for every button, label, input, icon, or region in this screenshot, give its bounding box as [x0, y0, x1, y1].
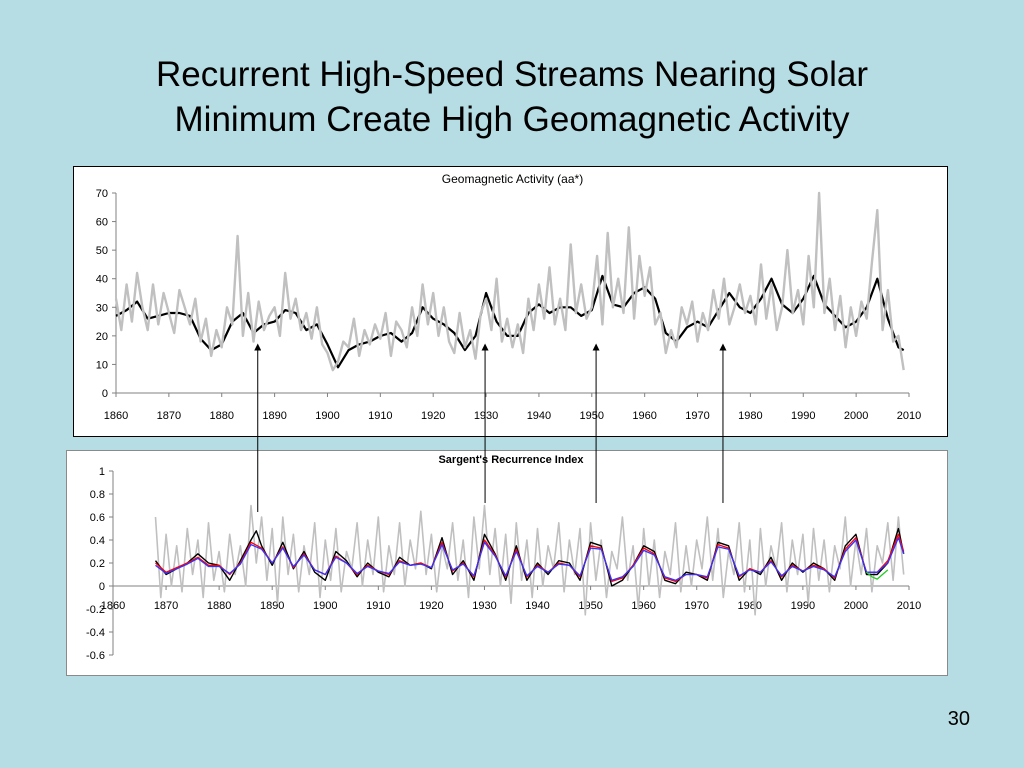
aa-y-tick-label: 20 [96, 331, 108, 343]
sri-series-line-4 [866, 569, 889, 580]
sri-y-tick-label: 0.4 [90, 535, 105, 547]
aa-x-tick-label: 1920 [421, 410, 445, 422]
aa-y-tick-label: 40 [96, 274, 108, 286]
sri-series-line-3 [155, 537, 905, 581]
sri-y-tick-label: 0.2 [90, 558, 105, 570]
aa-x-tick-label: 1880 [209, 410, 233, 422]
aa-x-tick-label: 1950 [580, 410, 604, 422]
recurrence-index-chart-panel: Sargent's Recurrence Index 1 0.8 0.6 0.4 0.2 0… [66, 450, 948, 676]
aa-x-tick-label: 2000 [844, 410, 868, 422]
sri-y-tick-label: -0.6 [86, 650, 105, 662]
aa-x-tick-label: 1860 [104, 410, 128, 422]
sri-x-tick-label: 1940 [525, 600, 549, 612]
sri-chart-title: Sargent's Recurrence Index [438, 454, 584, 466]
sri-y-tick-label: 1 [99, 466, 105, 478]
aa-y-tick-label: 50 [96, 245, 108, 257]
aa-x-tick-label: 1970 [685, 410, 709, 422]
sri-x-tick-label: 1930 [472, 600, 496, 612]
slide-title-line-1: Recurrent High-Speed Streams Nearing Sol… [156, 55, 868, 94]
sri-x-tick-label: 1920 [419, 600, 443, 612]
aa-x-tick-label: 1980 [738, 410, 762, 422]
sri-y-tick-label: 0 [99, 581, 105, 593]
aa-y-tick-label: 0 [102, 388, 108, 400]
slide-number: 30 [947, 708, 970, 730]
aa-y-tick-label: 70 [96, 188, 108, 200]
sri-x-tick-label: 1860 [101, 600, 125, 612]
sri-chart-svg: Sargent's Recurrence Index 1 0.8 0.6 0.4 0.2 0… [86, 454, 921, 662]
sri-y-tick-label: -0.4 [86, 627, 105, 639]
aa-x-tick-label: 1990 [791, 410, 815, 422]
aa-y-tick-label: 10 [96, 359, 108, 371]
sri-x-tick-label: 1880 [207, 600, 231, 612]
aa-x-tick-label: 1900 [315, 410, 339, 422]
aa-chart-title: Geomagnetic Activity (aa*) [442, 172, 583, 186]
aa-chart-svg: Geomagnetic Activity (aa*)70605040302010… [96, 172, 921, 422]
sri-x-tick-label: 2000 [844, 600, 868, 612]
aa-x-tick-label: 1910 [368, 410, 392, 422]
geomagnetic-activity-chart-panel: Geomagnetic Activity (aa*) 70 60 50 40 30 20 10… [73, 166, 948, 437]
sri-y-tick-label: -0.2 [86, 604, 105, 616]
slide-title: Recurrent High-Speed Streams Nearing Sol… [0, 52, 1024, 142]
aa-x-tick-label: 1930 [474, 410, 498, 422]
sri-x-tick-label: 1870 [154, 600, 178, 612]
sri-y-tick-label: 0.8 [90, 489, 105, 501]
aa-x-tick-label: 1940 [527, 410, 551, 422]
aa-series-line-1 [114, 191, 905, 372]
sri-series-line-1 [154, 527, 905, 587]
aa-y-tick-label: 60 [96, 217, 108, 229]
sri-x-tick-label: 2010 [897, 600, 921, 612]
sri-x-tick-label: 1910 [366, 600, 390, 612]
slide-title-line-2: Minimum Create High Geomagnetic Activity [174, 100, 850, 139]
sri-x-tick-label: 1970 [684, 600, 708, 612]
sri-series-line-0 [154, 504, 905, 616]
aa-series-line-0 [115, 274, 905, 369]
sri-x-tick-label: 1900 [313, 600, 337, 612]
aa-x-tick-label: 2010 [897, 410, 921, 422]
aa-x-tick-label: 1890 [262, 410, 286, 422]
sri-x-tick-label: 1890 [260, 600, 284, 612]
aa-y-tick-label: 30 [96, 302, 108, 314]
sri-y-tick-label: 0.6 [90, 512, 105, 524]
aa-x-tick-label: 1870 [157, 410, 181, 422]
aa-x-tick-label: 1960 [632, 410, 656, 422]
